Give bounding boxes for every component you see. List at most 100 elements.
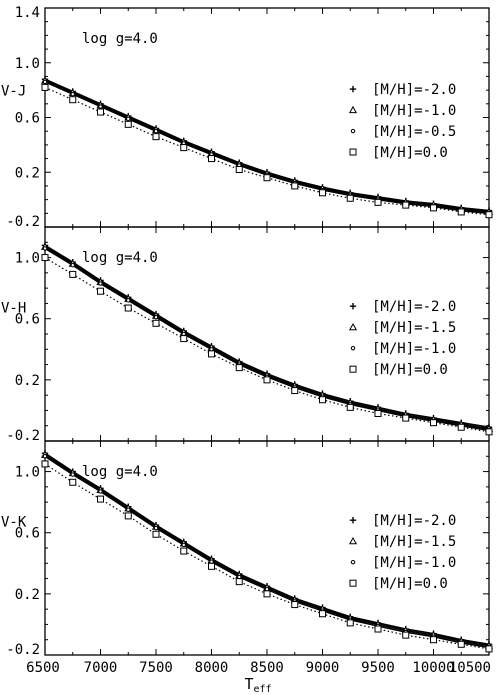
panel-3-legend-label-1: [M/H]=-2.0 — [372, 513, 456, 529]
panel-3-legend-label-4: [M/H]=0.0 — [372, 576, 448, 592]
panel-2-legend-marker-3 — [350, 345, 356, 351]
panel-3-annotation: log g=4.0 — [82, 464, 158, 480]
panel-1-legend-marker-2 — [348, 105, 358, 114]
panel-2-series-4-point — [319, 396, 326, 404]
panel-3-series-3-line — [44, 455, 490, 649]
panel-2: -0.2 0.2 0.6 1.0 V-H log g=4.0 [M/H]=-2.0 [M/H]… — [1, 226, 494, 444]
panel-2-series-4-point — [263, 376, 271, 384]
panel-2-series-4-point — [430, 419, 437, 427]
panel-3-x-tick-label: 9500 — [361, 660, 395, 676]
panel-2-series-3-point — [153, 314, 159, 320]
panel-2-legend-marker-2 — [348, 322, 358, 331]
panel-3-legend-label-3: [M/H]=-1.0 — [372, 555, 456, 571]
panel-1-series-4-point — [208, 155, 215, 163]
panel-1-y-tick-label: -0.2 — [6, 214, 40, 230]
panel-2-series-4-point — [41, 254, 49, 262]
panel-3-series-4-point — [402, 631, 410, 639]
panel-1-series-4-line — [44, 86, 490, 216]
panel-1-legend-marker-1 — [349, 85, 357, 93]
panel-3-series-3-point — [42, 454, 48, 459]
panel-3-series-4-point — [374, 625, 382, 633]
panel-1-y-axis-label: V-J — [1, 84, 26, 100]
panel-3-legend-marker-3 — [350, 559, 356, 565]
panel-3-series-4-point — [319, 610, 326, 618]
panel-1-legend-marker-4 — [349, 148, 357, 156]
panel-3-x-tick-label: 6500 — [26, 660, 60, 676]
panel-3-series-3-point — [98, 489, 103, 494]
panel-1-series-4-point — [430, 204, 437, 212]
panel-3-y-axis-label: V-K — [1, 515, 27, 531]
panel-3-series-3-point — [153, 525, 159, 531]
panel-1-series-4-point — [124, 120, 132, 128]
panel-2-series-3-line — [44, 247, 490, 432]
panel-3-x-tick-label: 10000 — [412, 660, 454, 676]
panel-3-series-4-point — [430, 636, 437, 644]
panel-3-series-4-point — [263, 590, 271, 598]
panel-1-y-tick-label: 1.0 — [15, 56, 40, 72]
panel-1-legend-label-4: [M/H]=0.0 — [372, 145, 448, 161]
panel-1-legend-label-1: [M/H]=-2.0 — [372, 82, 456, 98]
panel-2-series-4-point — [402, 414, 410, 422]
panel-2-y-tick-label: -0.2 — [6, 428, 40, 444]
panel-1: -0.2 0.2 0.6 1.0 1.4 V-J log g=4.0 [M/H]=-2.0 [M… — [1, 5, 494, 230]
panel-3-y-tick-label: 0.2 — [15, 587, 40, 603]
panel-3-legend-marker-4 — [349, 579, 357, 587]
panel-3-x-tick-label: 9000 — [306, 660, 340, 676]
panel-1-y-tick-label: 0.6 — [15, 111, 40, 127]
panel-3-x-tick-label: 7500 — [139, 660, 173, 676]
panel-1-series-4-point — [180, 144, 188, 152]
panel-1-series-4-point — [41, 83, 49, 91]
panel-2-series-4-point — [457, 423, 465, 431]
panel-3-y-tick-label: 1.0 — [15, 465, 40, 481]
x-axis-label-main: T — [244, 675, 253, 693]
panel-2-series-3-point — [42, 246, 48, 251]
panel-2-series-1-line — [44, 244, 490, 428]
panel-1-series-4-point — [319, 189, 326, 197]
panel-3-y-tick-label: -0.2 — [6, 642, 40, 658]
panel-2-legend-label-3: [M/H]=-1.0 — [372, 341, 456, 357]
panel-3-y-tick-label: 0.6 — [15, 526, 40, 542]
panel-3-series-3-point — [181, 542, 186, 548]
panel-2-y-tick-label: 0.2 — [15, 373, 40, 389]
panel-3-series-4-point — [457, 640, 465, 648]
panel-1-annotation: log g=4.0 — [82, 31, 158, 47]
panel-2-series-4-point — [152, 319, 160, 327]
panels: -0.2 0.2 0.6 1.0 1.4 V-J log g=4.0 [M/H]=-2.0 [M… — [1, 5, 494, 676]
panel-2-series-4-point — [97, 287, 104, 295]
panel-3-x-tick-label: 7000 — [84, 660, 118, 676]
panel-2-series-2-line — [44, 246, 490, 430]
panel-1-legend-marker-3 — [350, 128, 356, 134]
panel-3-series-3-point — [126, 507, 131, 512]
panel-2-series-3-point — [126, 298, 131, 303]
panel-3-series-4-point — [41, 460, 49, 468]
panel-3-series-4-point — [69, 478, 77, 486]
x-axis-label: Teff — [244, 675, 271, 695]
panel-2-y-axis-label: V-H — [1, 301, 26, 317]
panel-3-series-4-point — [152, 530, 160, 538]
panel-2-series-3-point — [70, 263, 75, 268]
panel-3-series-2-line — [44, 454, 490, 647]
panel-3-series-4-point — [235, 578, 243, 586]
panel-3-series-4-point — [124, 512, 132, 520]
panel-1-legend-label-3: [M/H]=-0.5 — [372, 124, 456, 140]
panel-1-series-3-point — [70, 92, 75, 97]
panel-3-series-4-point — [97, 495, 104, 503]
panel-2-series-4-point — [69, 270, 77, 278]
panel-2-y-tick-label: 0.6 — [15, 312, 40, 328]
panel-2-series-4-point — [291, 387, 299, 395]
panel-2-legend-marker-1 — [349, 302, 357, 310]
panel-2-series-4-point — [180, 335, 188, 343]
panel-1-series-4-point — [152, 133, 160, 141]
panel-1-series-4-point — [346, 194, 354, 202]
panel-3-legend-label-2: [M/H]=-1.5 — [372, 534, 456, 550]
panel-1-series-3-point — [42, 79, 48, 85]
panel-2-series-4-point — [235, 364, 243, 372]
panel-1-series-3-point — [98, 104, 103, 109]
panel-3-legend-marker-2 — [348, 536, 358, 545]
panel-1-series-4-point — [374, 198, 382, 206]
panel-3-x-tick-label: 8500 — [250, 660, 284, 676]
panel-3-x-tick-label: 10500 — [449, 660, 491, 676]
panel-1-legend-label-2: [M/H]=-1.0 — [372, 103, 456, 119]
panel-2-series-4-point — [208, 350, 215, 358]
